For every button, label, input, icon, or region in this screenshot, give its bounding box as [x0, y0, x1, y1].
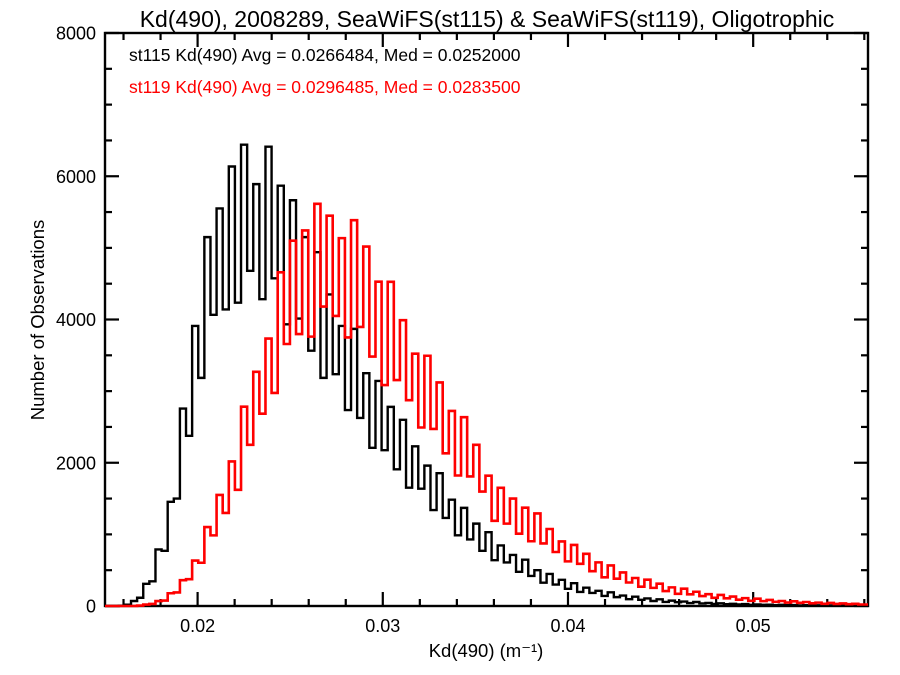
chart-title: Kd(490), 2008289, SeaWiFS(st115) & SeaWi…	[139, 6, 835, 32]
axis-frame	[103, 31, 870, 608]
y-tick-label: 4000	[56, 310, 96, 330]
y-tick-label: 8000	[56, 24, 96, 44]
x-tick-label: 0.04	[550, 616, 585, 636]
y-tick-label: 0	[86, 597, 96, 617]
histogram-st115	[105, 143, 868, 608]
histogram-st119	[105, 202, 868, 608]
y-tick-label: 6000	[56, 167, 96, 187]
y-axis-label: Number of Observations	[27, 220, 48, 421]
y-tick-label: 2000	[56, 453, 96, 473]
legend-st115: st115 Kd(490) Avg = 0.0266484, Med = 0.0…	[129, 45, 521, 65]
x-axis-label: Kd(490) (m⁻¹)	[429, 640, 544, 661]
x-tick-label: 0.05	[736, 616, 771, 636]
legend-st119: st119 Kd(490) Avg = 0.0296485, Med = 0.0…	[129, 77, 521, 97]
x-tick-label: 0.02	[180, 616, 215, 636]
x-tick-label: 0.03	[365, 616, 400, 636]
